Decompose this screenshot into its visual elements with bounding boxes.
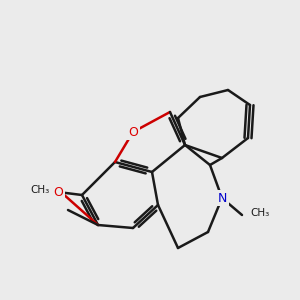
- Text: CH₃: CH₃: [30, 185, 50, 195]
- Text: O: O: [128, 125, 138, 139]
- Text: O: O: [53, 185, 63, 199]
- Text: CH₃: CH₃: [250, 208, 269, 218]
- Text: N: N: [217, 191, 227, 205]
